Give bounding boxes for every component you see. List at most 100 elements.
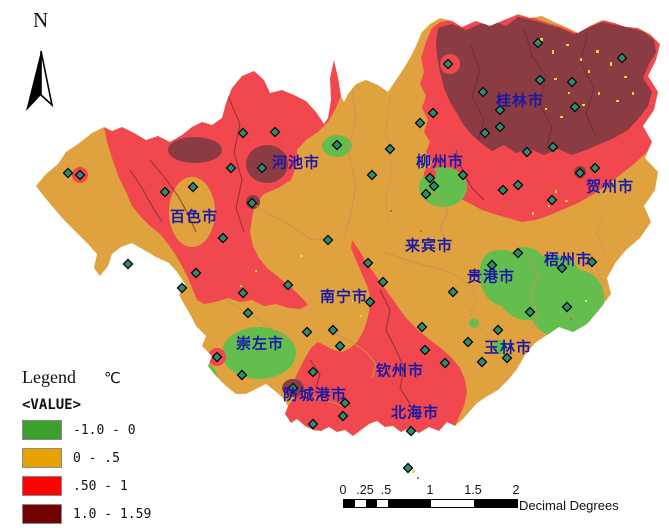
station-marker [269, 126, 281, 138]
station-marker [402, 462, 414, 474]
station-marker [532, 37, 544, 49]
zone-red-central-south [285, 240, 467, 436]
station-marker [416, 321, 428, 333]
station-marker [236, 369, 248, 381]
station-marker [322, 234, 334, 246]
station-marker [534, 74, 546, 86]
station-marker [501, 352, 513, 364]
station-marker [176, 282, 188, 294]
station-marker [159, 186, 171, 198]
station-marker [225, 162, 237, 174]
station-marker [211, 351, 223, 363]
station-marker [414, 117, 426, 129]
legend-title: Legend [22, 367, 76, 387]
station-marker [339, 397, 351, 409]
offshore-islands [412, 470, 419, 479]
station-marker [586, 256, 598, 268]
station-marker [462, 336, 474, 348]
station-marker [442, 58, 454, 70]
legend-swatch [22, 448, 62, 468]
maroon-spot-northwest [168, 137, 222, 163]
station-marker [427, 107, 439, 119]
station-marker [512, 247, 524, 259]
zone-green-southwest-small [195, 364, 217, 390]
station-marker [521, 146, 533, 158]
legend-label: -1.0 - 0 [73, 422, 136, 438]
station-marker [512, 179, 524, 191]
station-marker [477, 86, 489, 98]
station-marker [74, 169, 86, 181]
zone-green-tiny [469, 318, 479, 328]
station-marker [337, 410, 349, 422]
station-markers [62, 37, 628, 474]
station-marker [574, 167, 586, 179]
zone-green-chongzuo [222, 327, 296, 379]
county-boundaries [129, 27, 605, 409]
station-marker [616, 52, 628, 64]
station-marker [547, 141, 559, 153]
station-marker [556, 262, 568, 274]
station-marker [447, 286, 459, 298]
legend-swatch [22, 504, 62, 524]
station-marker [524, 306, 536, 318]
station-marker [366, 169, 378, 181]
station-marker [190, 267, 202, 279]
north-arrow: N [22, 8, 66, 125]
zone-orange-baise-island [169, 177, 215, 247]
station-marker [486, 259, 498, 271]
station-marker [362, 257, 374, 269]
station-marker [589, 162, 601, 174]
legend-swatch [22, 420, 62, 440]
legend-item: 0 - .5 [22, 448, 151, 468]
station-marker [479, 127, 491, 139]
station-marker [561, 301, 573, 313]
legend-item: 1.0 - 1.59 [22, 504, 151, 524]
station-marker [334, 340, 346, 352]
station-marker [492, 324, 504, 336]
station-marker [237, 127, 249, 139]
station-marker [237, 287, 249, 299]
station-marker [242, 307, 254, 319]
station-marker [364, 296, 376, 308]
legend-label: .50 - 1 [73, 478, 128, 494]
station-marker [307, 418, 319, 430]
station-marker [301, 326, 313, 338]
legend-label: 1.0 - 1.59 [73, 506, 152, 522]
station-marker [187, 181, 199, 193]
zone-red-northwest [104, 60, 341, 309]
station-marker [287, 382, 299, 394]
legend-swatch [22, 476, 62, 496]
station-marker [420, 188, 432, 200]
legend: Legend ℃ <VALUE> -1.0 - 0 0 - .5 .50 - 1 1.… [22, 367, 151, 528]
station-marker [246, 197, 258, 209]
station-marker [428, 180, 440, 192]
station-marker [307, 366, 319, 378]
legend-unit: ℃ [103, 369, 121, 387]
station-marker [331, 139, 343, 151]
station-marker [122, 258, 134, 270]
north-arrow-icon [26, 50, 54, 111]
station-marker [256, 162, 268, 174]
station-marker [439, 357, 451, 369]
station-marker [497, 184, 509, 196]
station-marker [566, 76, 578, 88]
station-marker [494, 121, 506, 133]
legend-item: -1.0 - 0 [22, 420, 151, 440]
station-marker [377, 276, 389, 288]
zone-green-wuzhou-guigang [479, 247, 605, 339]
legend-field-name: <VALUE> [22, 397, 82, 413]
zone-green-yulin-small [493, 340, 507, 354]
maroon-spot-hechi [246, 145, 288, 183]
legend-label: 0 - .5 [73, 450, 120, 466]
north-label: N [33, 8, 49, 32]
station-marker [384, 143, 396, 155]
station-marker [457, 169, 469, 181]
station-marker [569, 101, 581, 113]
legend-items: -1.0 - 0 0 - .5 .50 - 1 1.0 - 1.59 [22, 420, 151, 524]
station-marker [282, 279, 294, 291]
legend-item: .50 - 1 [22, 476, 151, 496]
station-marker [476, 356, 488, 368]
station-marker [424, 172, 436, 184]
